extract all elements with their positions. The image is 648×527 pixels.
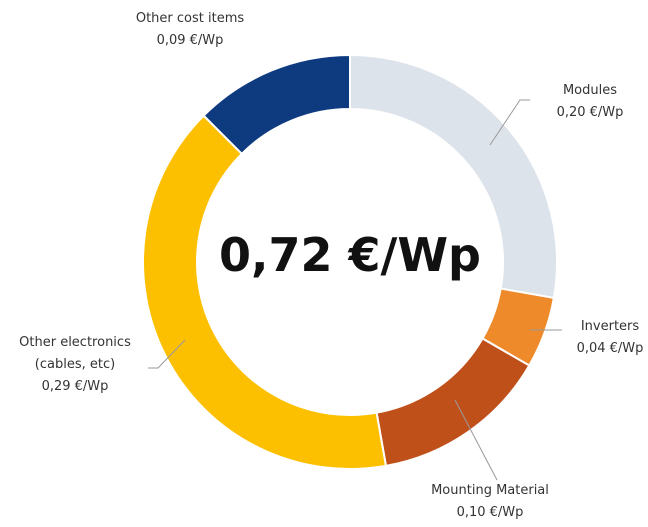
category-label: Modules [562, 83, 618, 98]
value-label: 0,04 €/Wp [576, 341, 644, 356]
donut-slice [349, 53, 558, 300]
slice-label: Inverters 0,04 €/Wp [535, 316, 648, 360]
slice-label: Modules 0,20 €/Wp [515, 80, 648, 124]
category-label: Other electronics (cables, etc) [19, 335, 131, 372]
value-label: 0,29 €/Wp [41, 379, 109, 394]
slice-label: Mounting Material 0,10 €/Wp [415, 480, 565, 524]
value-label: 0,10 €/Wp [456, 505, 524, 520]
donut-slice [375, 337, 531, 468]
slice-label: Other electronics (cables, etc) 0,29 €/Wp [0, 332, 150, 398]
category-label: Other cost items [135, 11, 245, 26]
category-label: Inverters [580, 319, 640, 334]
category-label: Mounting Material [431, 483, 549, 498]
value-label: 0,20 €/Wp [556, 105, 624, 120]
donut-slice [142, 114, 388, 470]
leader-line [454, 399, 498, 481]
leader-line [148, 339, 186, 369]
center-label: 0,72 €/Wp [219, 228, 481, 282]
value-label: 0,09 €/Wp [156, 33, 224, 48]
leader-line [489, 99, 530, 146]
slice-label: Other cost items 0,09 €/Wp [115, 8, 265, 52]
donut-slice [202, 53, 351, 156]
